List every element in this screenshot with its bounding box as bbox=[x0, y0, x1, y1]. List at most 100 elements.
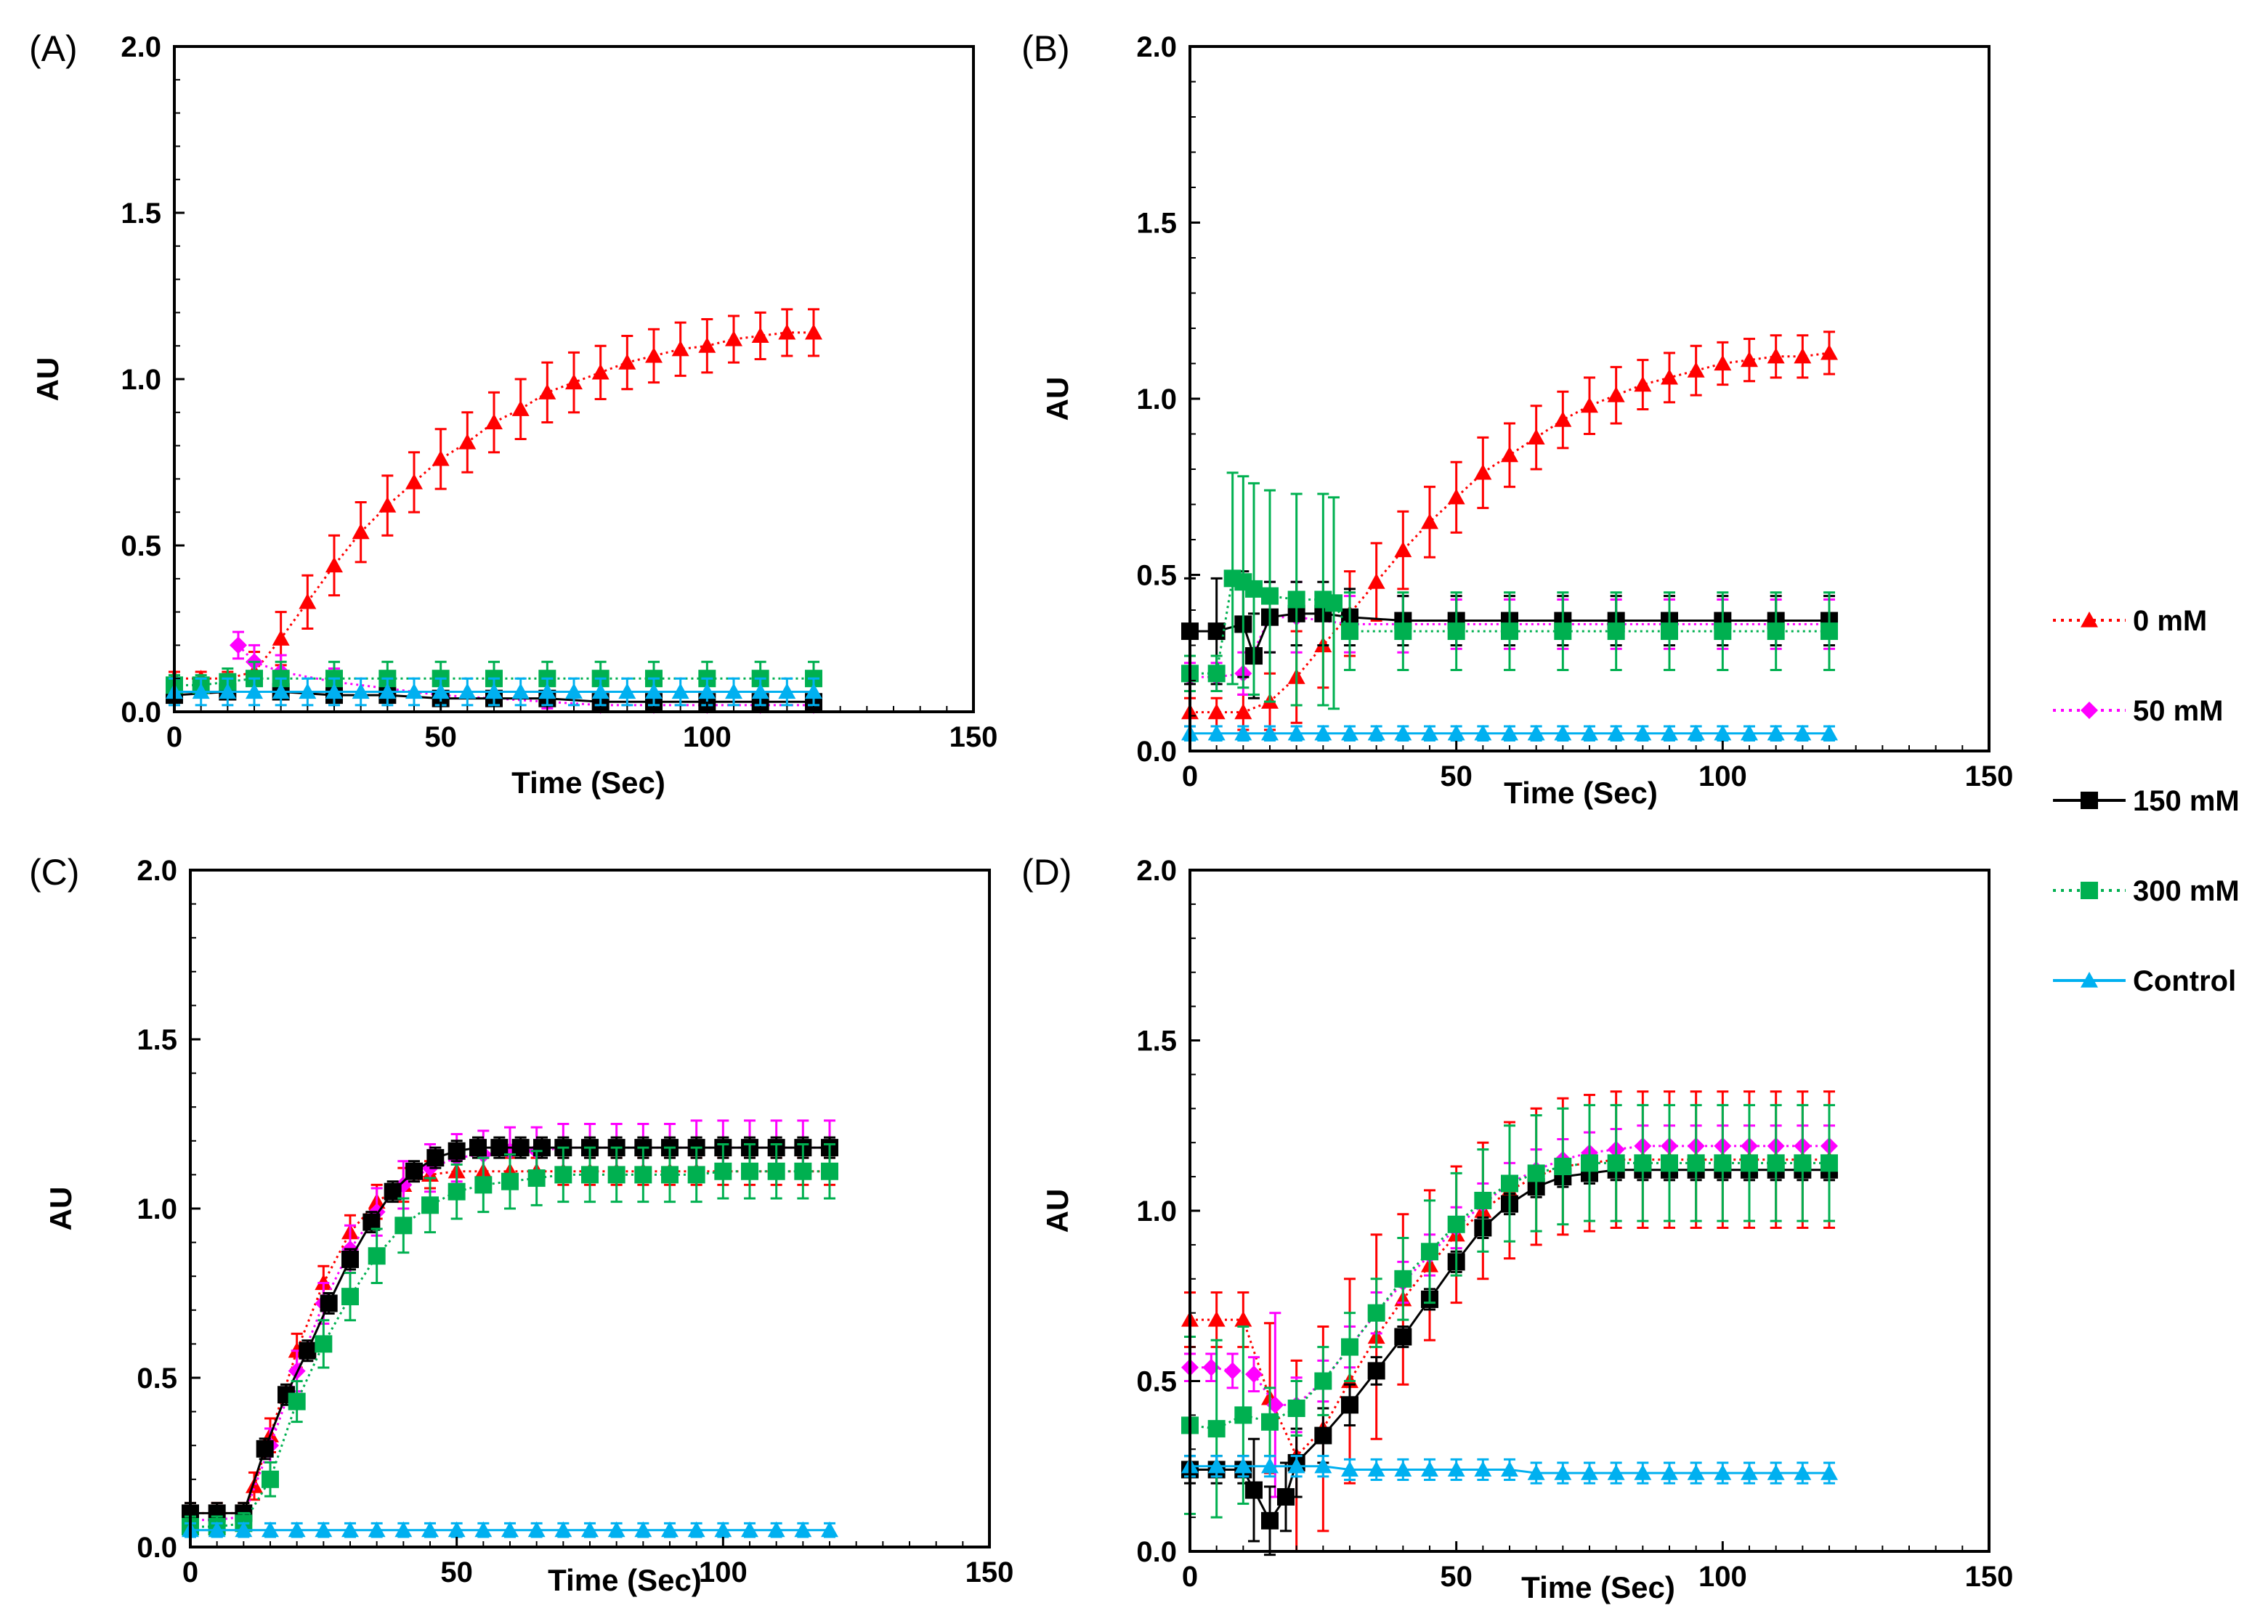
data-point bbox=[405, 1162, 423, 1180]
data-point bbox=[1234, 724, 1252, 741]
data-point bbox=[607, 1521, 625, 1538]
legend-item: 300 mM bbox=[2053, 875, 2240, 907]
data-point bbox=[1794, 1464, 1812, 1480]
data-point bbox=[378, 683, 397, 699]
data-point bbox=[1821, 344, 1838, 360]
data-point bbox=[1234, 1311, 1252, 1327]
x-axis-label: Time (Sec) bbox=[548, 1563, 702, 1597]
y-tick-label: 0.5 bbox=[1136, 560, 1177, 592]
legend-marker bbox=[2081, 612, 2098, 628]
x-axis-label: Time (Sec) bbox=[511, 766, 665, 800]
data-point bbox=[299, 1341, 317, 1360]
data-point bbox=[1394, 622, 1412, 641]
x-tick-label: 0 bbox=[1182, 1561, 1198, 1593]
data-point bbox=[1207, 703, 1226, 720]
data-point bbox=[501, 1521, 519, 1538]
data-point bbox=[1527, 724, 1545, 741]
legend-item: 150 mM bbox=[2053, 785, 2240, 817]
chart-panel-4: (D) 0.0 0.5 1.0 1.5 2.0 0 50 100 150 Time (Sec) AU bbox=[1021, 852, 2013, 1604]
data-point bbox=[634, 1166, 652, 1184]
x-tick-label: 50 bbox=[1440, 1561, 1473, 1593]
data-point bbox=[1447, 488, 1465, 505]
data-point bbox=[1767, 1154, 1785, 1172]
data-point bbox=[591, 683, 609, 699]
data-point bbox=[1661, 1154, 1678, 1172]
y-tick-label: 0.5 bbox=[137, 1363, 177, 1394]
data-point bbox=[565, 373, 583, 390]
y-axis-label: AU bbox=[1040, 377, 1074, 421]
x-tick-label: 100 bbox=[1698, 1561, 1747, 1593]
y-axis-label: AU bbox=[31, 357, 65, 402]
data-point bbox=[714, 1521, 732, 1538]
panel-label: (D) bbox=[1021, 852, 1072, 893]
x-axis-label: Time (Sec) bbox=[1504, 776, 1658, 810]
series-line bbox=[174, 331, 814, 680]
data-point bbox=[474, 1176, 493, 1194]
chart-panel-3: (C) 0.0 0.5 1.0 1.5 2.0 0 50 100 150 Time (Sec) AU bbox=[29, 852, 1013, 1597]
data-point bbox=[1207, 1457, 1226, 1474]
data-point bbox=[1501, 446, 1518, 463]
data-point bbox=[1634, 1154, 1652, 1172]
data-point bbox=[474, 1521, 493, 1538]
data-point bbox=[1554, 411, 1572, 427]
data-point bbox=[394, 1521, 413, 1538]
data-point bbox=[299, 593, 317, 609]
data-point bbox=[607, 1166, 625, 1184]
data-point bbox=[1741, 724, 1758, 741]
data-point bbox=[1821, 1154, 1838, 1172]
y-axis-label: AU bbox=[44, 1187, 78, 1231]
data-point bbox=[1447, 1215, 1465, 1233]
y-axis-label: AU bbox=[1040, 1189, 1074, 1233]
data-point bbox=[1394, 724, 1412, 741]
data-point bbox=[1581, 397, 1598, 413]
x-tick-label: 100 bbox=[1698, 760, 1747, 792]
data-point bbox=[527, 1169, 546, 1187]
data-point bbox=[1421, 1243, 1438, 1261]
data-point bbox=[767, 1162, 785, 1180]
data-point bbox=[538, 383, 556, 399]
data-point bbox=[1821, 724, 1838, 741]
data-point bbox=[1261, 1511, 1279, 1530]
data-point bbox=[554, 1166, 572, 1184]
data-point bbox=[751, 683, 769, 699]
data-point bbox=[1314, 1372, 1332, 1390]
data-point bbox=[1207, 665, 1226, 683]
data-point bbox=[1501, 1174, 1518, 1193]
y-tick-label: 0.0 bbox=[1136, 1536, 1177, 1568]
data-point bbox=[458, 683, 477, 699]
data-point bbox=[1661, 622, 1678, 641]
data-point bbox=[725, 330, 742, 346]
data-point bbox=[341, 1250, 359, 1268]
data-point bbox=[1234, 703, 1252, 720]
data-point bbox=[1634, 724, 1652, 741]
data-point bbox=[714, 1162, 732, 1180]
data-point bbox=[538, 683, 556, 699]
data-point bbox=[1474, 1461, 1492, 1477]
data-point bbox=[565, 683, 583, 699]
data-point bbox=[1767, 1464, 1785, 1480]
data-point bbox=[1687, 362, 1705, 378]
data-point bbox=[1341, 1396, 1358, 1414]
data-point bbox=[1634, 375, 1652, 392]
data-point bbox=[1554, 622, 1572, 641]
chart-panel-2: (B) 0.0 0.5 1.0 1.5 2.0 0 50 100 150 Time (Sec) AU bbox=[1021, 28, 2013, 810]
data-point bbox=[618, 683, 636, 699]
data-point bbox=[1661, 1464, 1678, 1480]
legend-label: 150 mM bbox=[2133, 785, 2240, 817]
data-point bbox=[805, 683, 822, 699]
data-point bbox=[469, 1139, 487, 1157]
series-control bbox=[182, 1521, 838, 1538]
data-point bbox=[671, 340, 689, 357]
legend-label: 0 mM bbox=[2133, 605, 2207, 637]
data-point bbox=[1687, 1464, 1705, 1480]
data-point bbox=[1474, 463, 1492, 480]
y-tick-label: 1.5 bbox=[137, 1024, 177, 1056]
x-tick-label: 50 bbox=[440, 1556, 473, 1588]
data-point bbox=[1474, 724, 1492, 741]
x-tick-label: 150 bbox=[949, 721, 998, 753]
data-point bbox=[1821, 622, 1838, 641]
data-point bbox=[1367, 1461, 1385, 1477]
data-point bbox=[288, 1392, 306, 1410]
legend-marker bbox=[2081, 702, 2098, 719]
data-point bbox=[1341, 622, 1358, 641]
